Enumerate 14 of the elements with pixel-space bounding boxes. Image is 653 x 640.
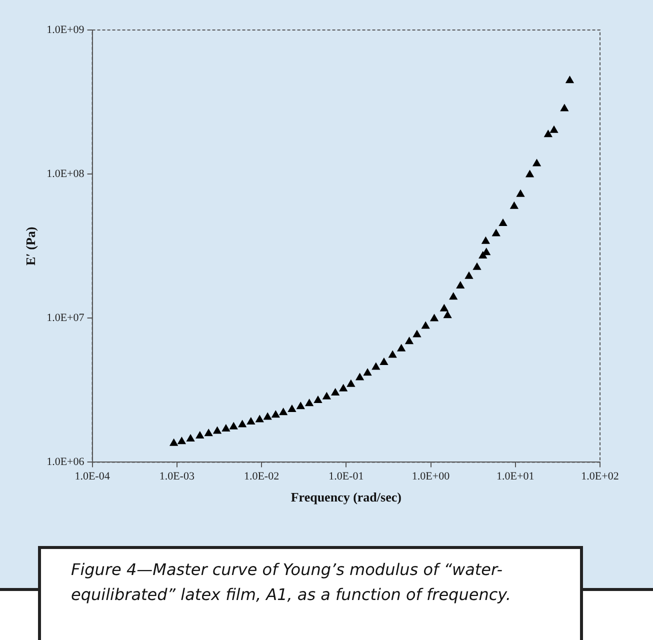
y-tick-label: 1.0E+09 [46,24,85,36]
x-axis-title: Frequency (rad/sec) [290,490,402,505]
x-tick-label: 1.0E+01 [496,470,534,483]
y-tick-label: 1.0E+06 [46,456,85,468]
x-tick-label: 1.0E-01 [328,470,364,483]
caption: Figure 4—Master curve of Young’s modulus of “water-equilibrated” latex film, A1, as a function of frequency. [38,546,583,640]
x-tick-label: 1.0E+02 [581,470,619,483]
x-tick-label: 1.0E-03 [159,470,195,483]
x-tick-label: 1.0E-02 [244,470,280,483]
x-tick-label: 1.0E-04 [74,470,110,483]
x-tick-label: 1.0E+00 [412,470,450,483]
y-axis-title: E′ (Pa) [23,226,38,266]
y-tick-label: 1.0E+07 [46,312,85,324]
y-tick-label: 1.0E+08 [46,168,85,180]
